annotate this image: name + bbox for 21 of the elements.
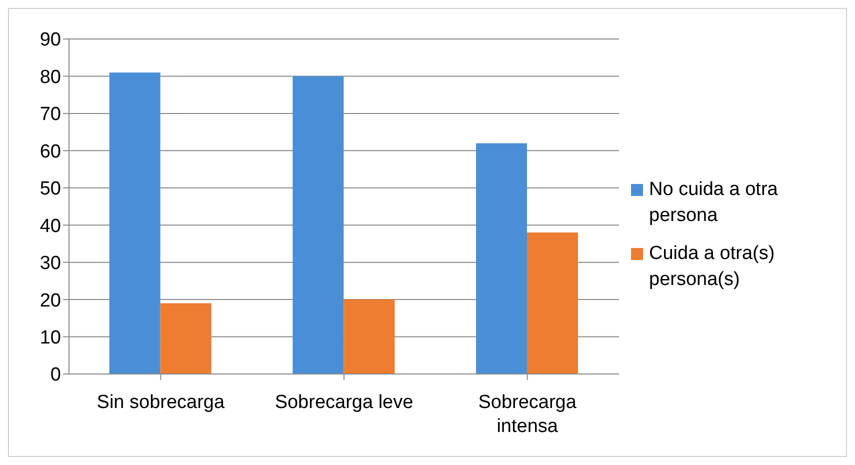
legend-label: Cuida a otra(s) persona(s)	[649, 242, 776, 292]
bar	[344, 300, 395, 374]
y-tick-label: 70	[40, 104, 61, 126]
y-tick-label: 30	[40, 253, 61, 274]
y-tick-label: 40	[40, 216, 61, 237]
bar	[476, 143, 527, 374]
x-tick-label: Sobrecarga leve	[274, 392, 414, 413]
bar	[160, 303, 212, 374]
y-tick-label: 0	[50, 364, 61, 386]
legend-label: No cuida a otra persona	[649, 178, 779, 228]
y-tick-label: 10	[40, 328, 61, 349]
bar	[527, 232, 578, 374]
y-tick-label: 60	[40, 141, 61, 162]
y-tick-label: 80	[40, 66, 61, 88]
x-tick-label: Sobrecarga intensa	[478, 392, 577, 437]
x-tick-label: Sin sobrecarga	[96, 392, 225, 413]
bar	[109, 72, 160, 374]
y-tick-label: 90	[40, 30, 61, 51]
y-tick-label: 50	[40, 178, 61, 200]
bar	[292, 76, 344, 374]
y-tick-label: 20	[40, 290, 61, 312]
